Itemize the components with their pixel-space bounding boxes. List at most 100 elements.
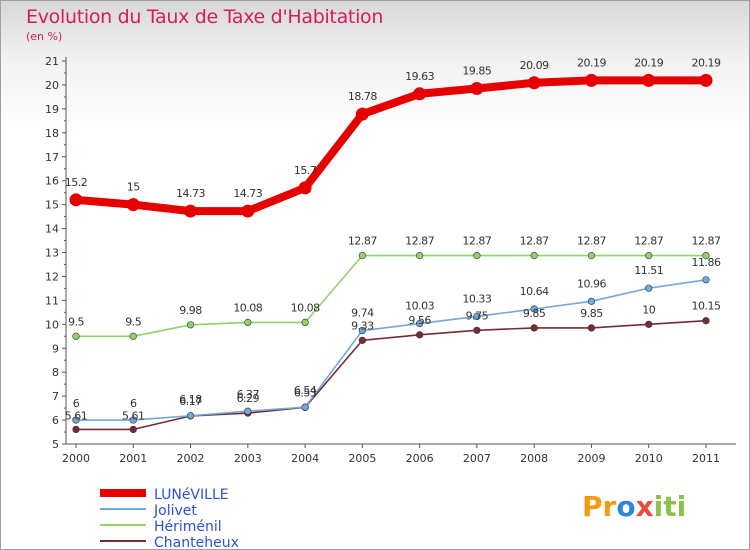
data-point [587,324,596,332]
data-point [358,326,366,335]
data-point [129,416,137,424]
y-tick-label: 17 [45,151,59,164]
data-point [244,407,252,415]
data-label: 9.75 [466,309,489,322]
data-label: 12.87 [348,235,377,248]
data-label: 9.33 [351,319,374,332]
legend-label: LUNéVILLE [154,487,229,503]
data-point [530,305,538,313]
data-point [416,252,424,260]
data-point [645,320,653,328]
data-label: 10.33 [462,292,491,305]
data-label: 9.85 [580,307,603,320]
x-tick-label: 2008 [520,452,548,465]
x-tick-label: 2010 [635,452,663,465]
data-label: 10.15 [692,300,721,313]
data-label: 6.29 [237,392,260,405]
brand-logo-part: o [616,490,636,523]
data-point [72,332,80,340]
data-label: 18.78 [348,90,377,103]
data-point [413,87,427,101]
data-point [584,73,598,87]
data-label: 6.18 [179,393,202,406]
data-label: 12.87 [520,235,549,248]
series-line [72,76,710,216]
data-label: 6.53 [294,386,317,399]
data-label: 6.37 [237,388,260,401]
data-point [642,73,656,87]
data-label: 15.2 [65,176,88,189]
data-point [473,252,481,260]
data-point [702,276,710,284]
data-label: 14.73 [233,187,262,200]
data-label: 12.87 [405,235,434,248]
data-point [72,425,80,433]
data-point [645,252,653,260]
legend-label: Jolivet [153,503,197,519]
y-tick-label: 13 [45,247,59,260]
data-label: 19.63 [405,70,434,83]
data-label: 11.86 [692,256,721,269]
brand-logo-part: x [635,490,654,523]
data-point [241,204,255,218]
data-label: 9.56 [408,314,431,327]
data-point [186,321,195,329]
x-tick-label: 2005 [348,452,376,465]
data-point [126,198,140,212]
data-point [129,425,137,433]
y-tick-label: 10 [45,318,59,331]
data-label: 10.64 [520,285,549,298]
data-label: 6.17 [179,395,202,408]
data-point [530,252,538,260]
data-point [186,412,195,420]
data-label: 9.98 [179,304,202,317]
legend-label: Chanteheux [154,535,239,550]
data-label: 19.85 [462,65,491,78]
data-point [184,204,198,218]
data-label: 6 [73,397,80,410]
data-point [470,82,484,96]
data-point [702,252,710,260]
data-label: 14.73 [176,187,205,200]
y-tick-label: 9 [52,342,59,355]
data-label: 12.87 [692,235,721,248]
x-tick-label: 2007 [463,452,491,465]
y-tick-label: 12 [45,270,59,283]
chart-subtitle: (en %) [26,30,63,43]
data-label: 12.87 [634,235,663,248]
data-point [527,76,541,90]
series-line [75,254,707,338]
data-label: 11.51 [634,264,663,277]
data-point [301,403,309,411]
x-tick-label: 2009 [577,452,605,465]
data-point [72,416,80,424]
data-label: 5.61 [65,409,88,422]
data-point [473,312,481,321]
y-tick-label: 16 [45,175,59,188]
data-label: 20.19 [692,56,721,69]
data-point [358,336,366,344]
data-point [298,181,312,195]
data-point [244,318,252,326]
data-label: 9.5 [125,315,141,328]
data-point [129,332,137,340]
chart-title: Evolution du Taux de Taxe d'Habitation [26,6,384,28]
x-tick-label: 2002 [177,452,205,465]
data-label: 9.5 [68,315,84,328]
data-point [416,331,424,339]
brand-logo-part: iti [653,490,687,523]
brand-logo-part: Pr [582,490,617,523]
data-point [473,326,481,334]
x-tick-label: 2006 [406,452,434,465]
y-tick-label: 6 [52,414,59,427]
data-label: 20.19 [577,56,606,69]
y-tick-label: 20 [45,79,59,92]
y-tick-label: 14 [45,223,59,236]
x-tick-label: 2001 [119,452,147,465]
y-tick-label: 19 [45,103,59,116]
series-line [75,278,707,421]
series-line [75,319,707,431]
data-point [699,73,713,87]
data-label: 12.87 [462,235,491,248]
